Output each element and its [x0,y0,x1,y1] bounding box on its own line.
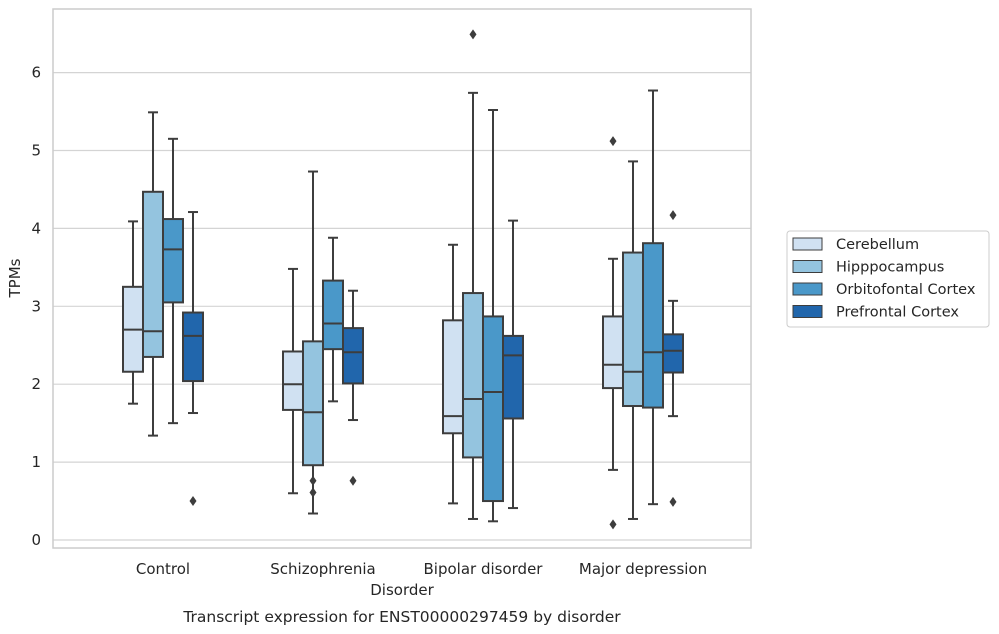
outlier-point [349,475,357,486]
outlier-point [189,496,197,507]
legend: Cerebellum Hipppocampus Orbitofontal Corte… [786,230,990,328]
grid-lines [53,71,751,541]
legend-item: Orbitofontal Cortex [792,282,976,298]
series-hipppocampus [142,29,644,520]
y-tick-labels: 0 1 2 3 4 5 6 [31,64,41,549]
legend-item: Hipppocampus [792,260,944,276]
box [182,211,204,507]
box-body [482,315,504,503]
legend-frame [786,230,990,328]
box-body [162,218,184,304]
legend-swatch [792,305,823,318]
box-body [642,242,664,409]
y-axis-title: TPMs [6,258,24,298]
y-tick-label: 3 [31,297,41,315]
plot-frame [52,8,752,549]
y-tick-label: 2 [31,375,41,393]
x-tick-labels: Control Schizophrenia Bipolar disorder Majo… [136,560,707,578]
box-body [602,315,624,390]
outlier-point [469,29,477,40]
box [642,89,664,506]
box-body [322,279,344,351]
box-series [122,29,684,530]
x-tick-label: Major depression [579,560,707,578]
box [282,267,304,495]
box [502,219,524,510]
legend-label: Cerebellum [836,237,919,253]
box-body [342,327,364,385]
legend-label: Orbitofontal Cortex [836,282,976,298]
outlier-point [309,475,317,486]
legend-swatch [792,260,823,273]
box-body [622,251,644,408]
legend-label: Hipppocampus [836,260,944,276]
y-tick-label: 5 [31,142,41,160]
y-tick-label: 6 [31,64,41,82]
legend-label: Prefrontal Cortex [836,305,959,321]
legend-swatch [792,282,823,296]
legend-item: Cerebellum [792,237,919,253]
box-body [462,292,484,459]
box [442,243,464,505]
box-body [302,340,324,467]
x-tick-label: Schizophrenia [270,560,375,578]
series-orbitofontal-cortex [162,89,664,523]
box-body [502,334,524,420]
outlier-point [609,519,617,530]
box [662,210,684,507]
box [462,29,484,520]
outlier-point [609,136,617,147]
box-body [182,311,204,383]
box [342,289,364,486]
box-body [662,333,684,374]
x-axis-title: Disorder [370,581,434,599]
y-tick-label: 1 [31,453,41,471]
outlier-point [669,496,677,507]
x-tick-label: Control [136,560,190,578]
x-tick-label: Bipolar disorder [424,560,544,578]
box [482,108,504,523]
box [302,170,324,515]
box-body [282,350,304,411]
legend-swatch [792,237,823,251]
series-prefrontal-cortex [182,210,684,510]
box [322,236,344,403]
outlier-point [669,210,677,221]
outlier-point [309,487,317,498]
y-tick-label: 0 [31,531,41,549]
box [162,137,184,425]
chart-caption: Transcript expression for ENST0000029745… [182,608,621,626]
legend-item: Prefrontal Cortex [792,305,959,321]
y-tick-label: 4 [31,219,41,237]
